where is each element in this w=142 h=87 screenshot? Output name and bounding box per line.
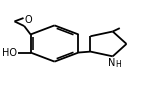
- Text: H: H: [116, 60, 121, 69]
- Text: N: N: [108, 58, 115, 68]
- Text: HO: HO: [2, 48, 17, 58]
- Text: O: O: [25, 15, 32, 25]
